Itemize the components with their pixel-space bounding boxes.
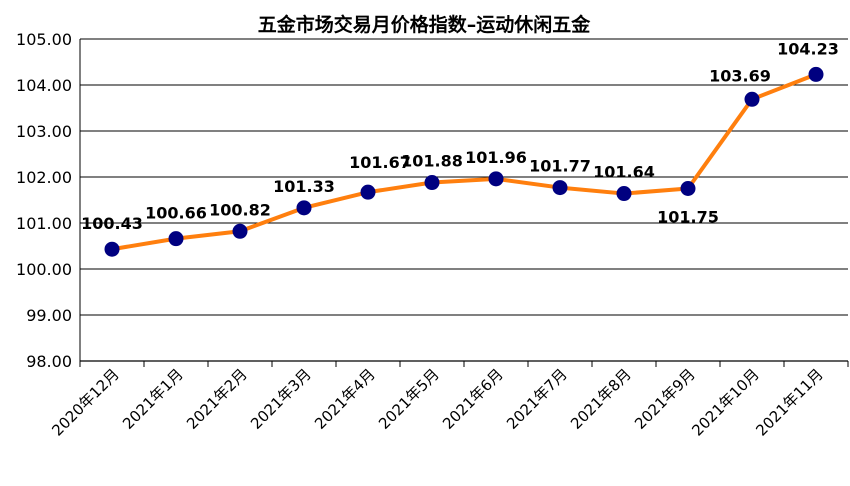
data-label: 100.43 — [81, 214, 143, 233]
y-tick-label: 98.00 — [26, 352, 72, 371]
data-point — [168, 231, 184, 247]
x-tick-label: 2021年2月 — [183, 365, 251, 433]
y-tick-label: 100.00 — [16, 260, 72, 279]
data-label: 101.64 — [593, 163, 655, 182]
data-label: 100.82 — [209, 200, 271, 219]
x-tick-label: 2021年10月 — [688, 365, 762, 439]
x-tick-label: 2021年7月 — [503, 365, 571, 433]
y-tick-label: 104.00 — [16, 76, 72, 95]
data-label: 100.66 — [145, 204, 207, 223]
y-tick-label: 99.00 — [26, 306, 72, 325]
data-point — [680, 181, 696, 196]
data-label: 101.75 — [657, 208, 719, 227]
data-label: 101.77 — [529, 157, 591, 176]
x-tick-label: 2021年9月 — [631, 365, 699, 433]
axes — [79, 39, 849, 367]
data-label: 101.33 — [273, 177, 335, 196]
data-point — [552, 180, 568, 196]
y-tick-label: 102.00 — [16, 168, 72, 187]
data-point — [488, 171, 504, 187]
data-point — [424, 175, 440, 191]
data-label: 103.69 — [709, 66, 771, 85]
x-tick-label: 2020年12月 — [48, 365, 122, 439]
x-tick-label: 2021年11月 — [752, 365, 826, 439]
x-tick-label: 2021年1月 — [119, 365, 187, 433]
data-point — [744, 91, 760, 107]
data-point — [808, 66, 824, 82]
y-tick-label: 101.00 — [16, 214, 72, 233]
data-point — [232, 223, 248, 239]
x-tick-label: 2021年4月 — [311, 365, 379, 433]
data-point — [104, 241, 120, 257]
data-label: 101.67 — [349, 153, 411, 172]
y-tick-label: 105.00 — [16, 30, 72, 49]
chart-title: 五金市场交易月价格指数–运动休闲五金 — [258, 13, 592, 36]
x-tick-labels: 2020年12月2021年1月2021年2月2021年3月2021年4月2021… — [48, 365, 826, 439]
y-tick-labels: 98.00 99.00 100.00 101.00 102.00 103.00 104.00… — [16, 30, 72, 371]
data-point — [616, 186, 632, 202]
x-tick-label: 2021年5月 — [375, 365, 443, 433]
y-tick-label: 103.00 — [16, 122, 72, 141]
data-point — [296, 200, 312, 216]
data-label: 101.88 — [401, 152, 463, 171]
series-line — [111, 72, 817, 252]
gridlines — [80, 38, 848, 316]
x-tick-label: 2021年3月 — [247, 365, 315, 433]
data-label: 101.96 — [465, 148, 527, 167]
data-point — [360, 184, 376, 200]
x-tick-label: 2021年8月 — [567, 365, 635, 433]
series-layer — [104, 66, 824, 257]
x-tick-label: 2021年6月 — [439, 365, 507, 433]
data-label: 104.23 — [777, 39, 839, 58]
